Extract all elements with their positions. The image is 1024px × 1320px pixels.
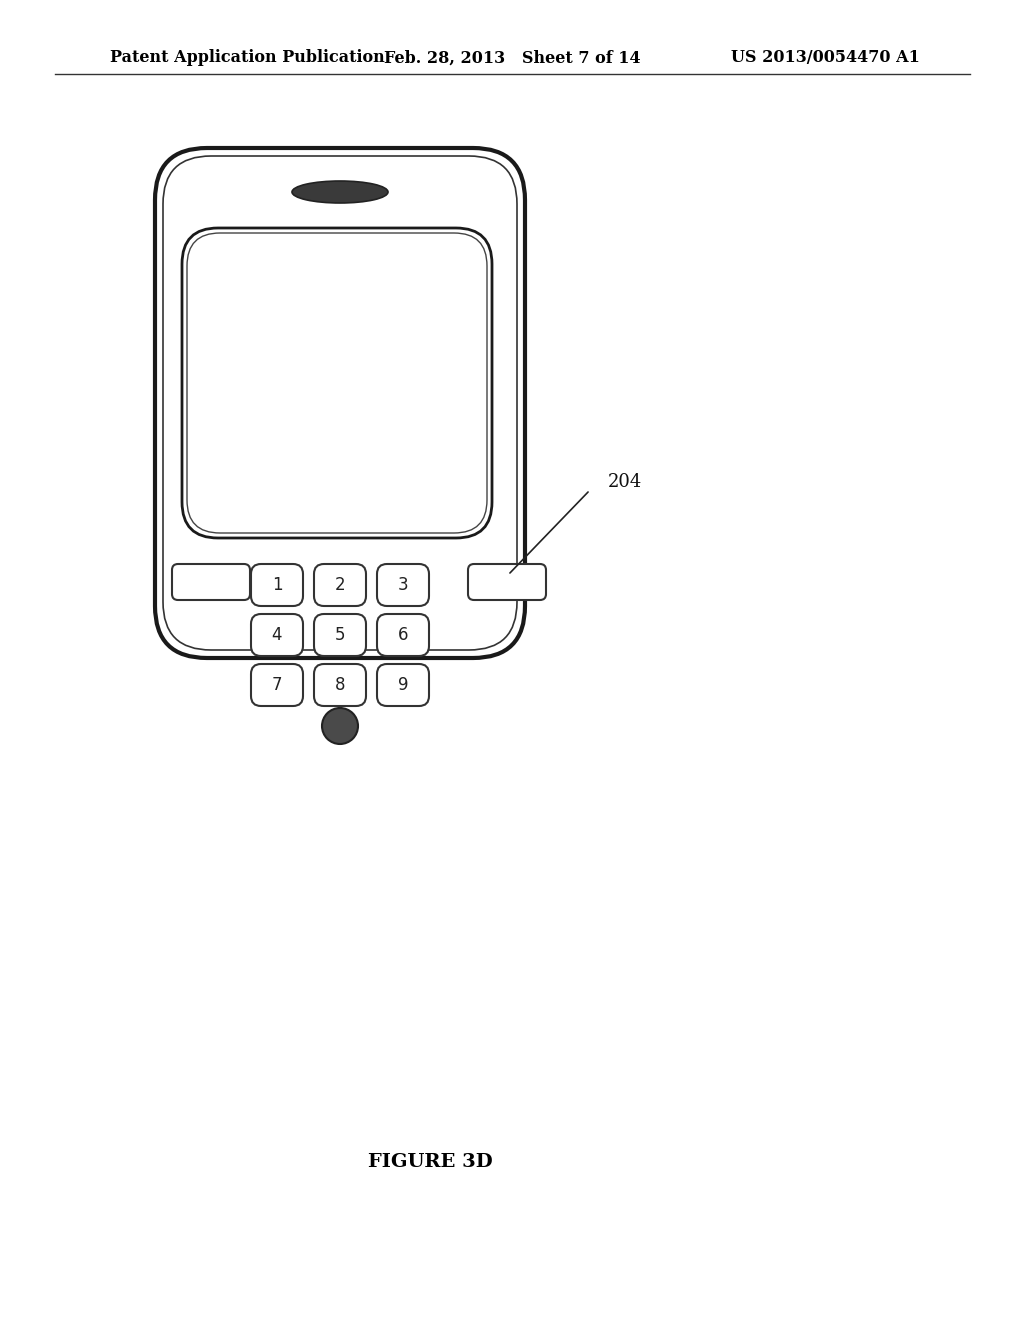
FancyBboxPatch shape (251, 614, 303, 656)
FancyBboxPatch shape (172, 564, 250, 601)
Text: 7: 7 (271, 676, 283, 694)
FancyBboxPatch shape (163, 156, 517, 649)
Text: 1: 1 (271, 576, 283, 594)
Text: 204: 204 (608, 473, 642, 491)
FancyBboxPatch shape (251, 664, 303, 706)
Text: Feb. 28, 2013   Sheet 7 of 14: Feb. 28, 2013 Sheet 7 of 14 (384, 49, 640, 66)
Text: Patent Application Publication: Patent Application Publication (110, 49, 385, 66)
Text: 2: 2 (335, 576, 345, 594)
Text: 9: 9 (397, 676, 409, 694)
FancyBboxPatch shape (377, 664, 429, 706)
Text: 8: 8 (335, 676, 345, 694)
FancyBboxPatch shape (314, 614, 366, 656)
Text: US 2013/0054470 A1: US 2013/0054470 A1 (731, 49, 920, 66)
FancyBboxPatch shape (155, 148, 525, 657)
FancyBboxPatch shape (251, 564, 303, 606)
Text: 6: 6 (397, 626, 409, 644)
Circle shape (322, 708, 358, 744)
Text: 4: 4 (271, 626, 283, 644)
Ellipse shape (292, 181, 388, 203)
FancyBboxPatch shape (377, 564, 429, 606)
FancyBboxPatch shape (182, 228, 492, 539)
FancyBboxPatch shape (314, 664, 366, 706)
Text: 3: 3 (397, 576, 409, 594)
FancyBboxPatch shape (377, 614, 429, 656)
FancyBboxPatch shape (314, 564, 366, 606)
FancyBboxPatch shape (468, 564, 546, 601)
Text: FIGURE 3D: FIGURE 3D (368, 1152, 493, 1171)
Text: 5: 5 (335, 626, 345, 644)
FancyBboxPatch shape (187, 234, 487, 533)
